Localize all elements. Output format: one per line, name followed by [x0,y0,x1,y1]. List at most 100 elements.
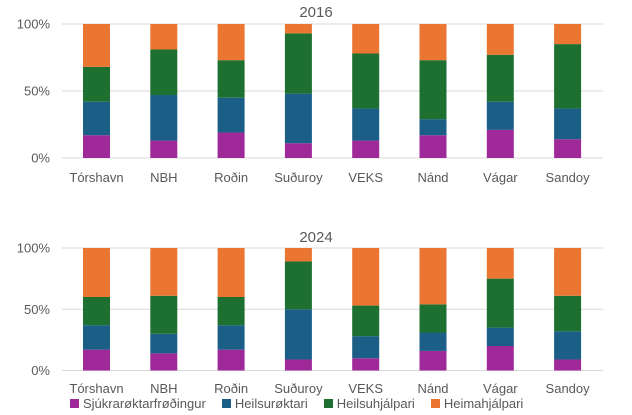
bar-segment [419,332,447,351]
legend-swatch [70,399,79,408]
x-tick-label: Nánd [417,170,448,185]
bar-segment [83,297,110,326]
legend-label: Heimahjálpari [443,396,524,411]
bar-segment [284,248,312,262]
bar-segment [554,44,582,109]
bar-segment [419,304,447,333]
chart-title: 2016 [299,4,332,21]
bar-segment [150,24,178,50]
bar-segment [486,278,514,328]
bar-segment [150,333,178,354]
bar-segment [150,49,178,96]
bar-segment [352,305,380,337]
legend-label: Heilsurøktari [234,396,308,411]
x-tick-label: Sandoy [546,381,591,396]
bar-segment [150,140,178,158]
bar-segment [217,60,245,98]
legend-label: Heilsuhjálpari [336,396,415,411]
bar-segment [486,327,514,346]
bar-segment [284,309,312,360]
x-tick-label: Tórshavn [69,170,123,185]
bar-segment [419,350,447,371]
bar-segment [83,101,110,136]
bar-segment [150,295,178,334]
y-tick-label: 100% [17,241,51,256]
bar-segment [217,97,245,133]
bar-segment [150,248,178,296]
bar-segment [486,129,514,158]
x-tick-label: Roðin [214,170,248,185]
bar-segment [486,24,514,55]
bar-segment [486,101,514,130]
bar-segment [419,135,447,158]
x-tick-label: Suðuroy [274,170,323,185]
legend-swatch [221,399,231,408]
x-tick-label: VEKS [348,170,383,185]
bar-segment [217,248,245,297]
x-tick-label: Tórshavn [69,381,123,396]
bar-segment [150,95,178,141]
x-tick-label: Vágar [483,381,518,396]
bar-segment [284,33,312,94]
y-tick-label: 0% [31,151,50,166]
bar-segment [150,353,178,371]
bar-segment [83,325,110,350]
chart-legend: Sjúkrarøktarfrøðingur Heilsurøktari Heil… [70,396,523,411]
y-tick-label: 50% [24,302,50,317]
bar-segment [486,248,514,279]
bar-segment [554,359,582,371]
bar-segment [83,135,110,158]
x-tick-label: Roðin [214,381,248,396]
bar-segment [352,108,380,141]
bar-segment [419,24,447,61]
chart-title: 2024 [299,229,332,246]
x-tick-label: NBH [150,170,177,185]
y-tick-label: 50% [24,84,50,99]
bar-segment [217,297,245,326]
legend-label: Sjúkrarøktarfrøðingur [83,396,206,411]
x-tick-label: Vágar [483,170,518,185]
legend-item-heimahjalpari: Heimahjálpari [430,396,524,411]
bar-segment [284,261,312,310]
bar-segment [554,331,582,360]
bar-segment [217,349,245,371]
y-tick-label: 0% [31,363,50,378]
bar-segment [284,93,312,144]
x-tick-label: VEKS [348,381,383,396]
bar-segment [554,295,582,332]
bar-segment [83,349,110,371]
bar-segment [554,248,582,296]
y-tick-label: 100% [17,17,51,32]
bar-segment [352,336,380,359]
bar-segment [217,132,245,158]
legend-swatch [430,399,440,408]
bar-segment [83,248,110,297]
bar-segment [284,24,312,34]
legend-item-heilsuroktari: Heilsurøktari [221,396,308,411]
bar-segment [486,346,514,371]
bar-segment [217,325,245,350]
bar-segment [284,359,312,371]
bar-segment [554,108,582,140]
bar-segment [352,140,380,158]
legend-swatch [323,399,333,408]
bar-segment [83,66,110,102]
bar-segment [419,248,447,305]
bar-segment [419,60,447,120]
bar-segment [217,24,245,61]
bar-segment [554,24,582,45]
legend-item-sjukraroktarfrodingur: Sjúkrarøktarfrøðingur [70,396,206,411]
x-tick-label: Sandoy [546,170,591,185]
legend-item-heilsuhjalpari: Heilsuhjálpari [323,396,415,411]
bar-segment [83,24,110,67]
bar-segment [352,358,380,371]
bar-segment [486,54,514,102]
x-tick-label: Suðuroy [274,381,323,396]
bar-segment [352,24,380,54]
x-tick-label: Nánd [417,381,448,396]
bar-segment [284,143,312,158]
bar-segment [554,139,582,158]
x-tick-label: NBH [150,381,177,396]
bar-segment [419,119,447,136]
